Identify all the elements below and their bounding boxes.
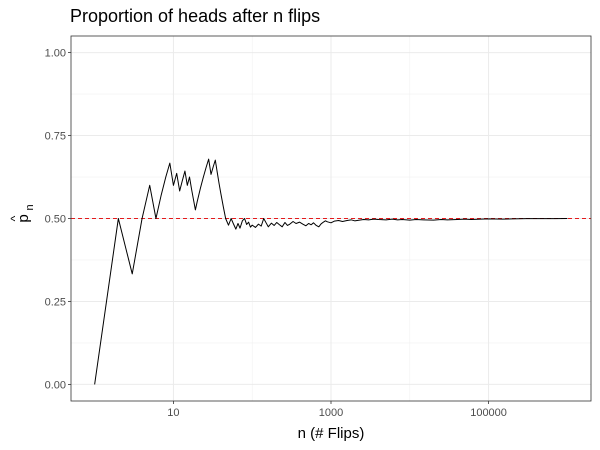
y-axis-ticks: 0.00 0.25 0.50 0.75 1.00	[45, 48, 71, 391]
proportion-series-line	[94, 158, 568, 385]
x-tick-label: 1000	[319, 407, 343, 419]
y-tick-label: 1.00	[45, 48, 66, 60]
y-tick-label: 0.75	[45, 131, 66, 143]
x-tick-label: 100000	[470, 407, 507, 419]
chart-title: Proportion of heads after n flips	[70, 6, 321, 26]
y-tick-label: 0.25	[45, 296, 66, 308]
y-tick-label: 0.00	[45, 379, 66, 391]
x-axis-ticks: 10 1000 100000	[167, 401, 507, 419]
y-axis-title-subscript: n	[24, 204, 36, 210]
y-tick-label: 0.50	[45, 214, 66, 226]
y-axis-title-hat: ^	[8, 215, 22, 221]
y-axis-title-base: p	[15, 214, 32, 222]
y-axis-title: p ^ n	[8, 204, 36, 222]
x-tick-label: 10	[167, 407, 179, 419]
x-axis-title: n (# Flips)	[298, 425, 365, 442]
major-gridlines	[71, 36, 591, 401]
